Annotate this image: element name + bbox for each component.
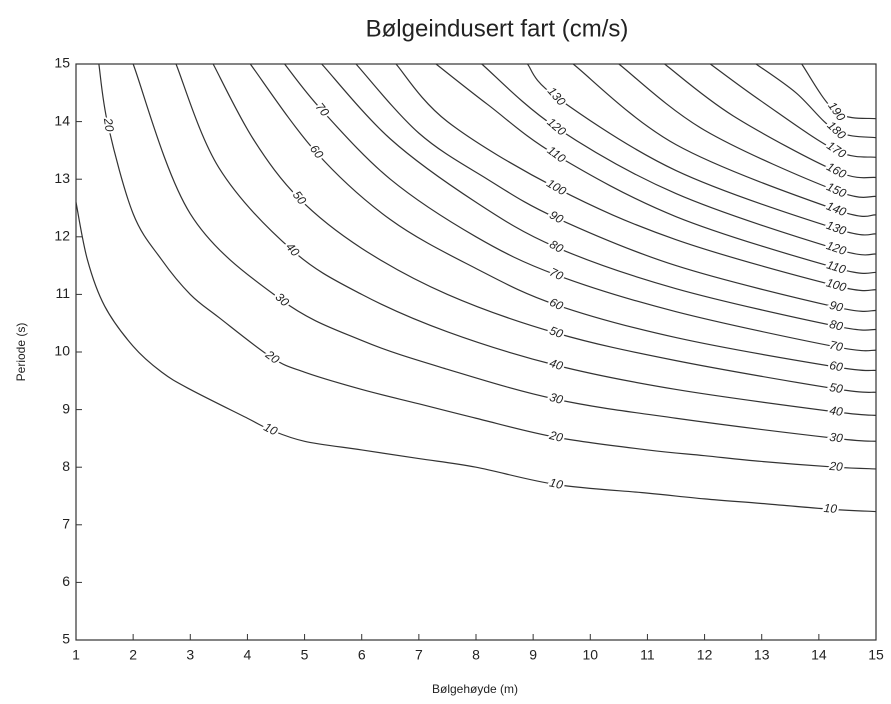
contour-label: 120 — [825, 238, 849, 258]
contour-line — [755, 63, 877, 139]
contour-line — [526, 63, 877, 236]
contour-line — [212, 63, 877, 393]
contour-label: 150 — [824, 179, 848, 200]
contour-label: 160 — [824, 159, 849, 181]
contour-label: 10 — [823, 501, 838, 516]
y-tick-label: 8 — [62, 458, 70, 474]
contour-label: 30 — [548, 390, 565, 407]
contour-line — [321, 63, 877, 331]
x-tick-label: 14 — [811, 647, 827, 663]
y-tick-label: 14 — [54, 112, 70, 128]
contour-line — [709, 63, 877, 158]
contour-label: 50 — [548, 323, 566, 341]
contour-label: 20 — [547, 428, 565, 445]
x-tick-label: 5 — [301, 647, 309, 663]
contour-line — [801, 63, 877, 120]
contour-label: 90 — [547, 208, 566, 227]
contour-label: 80 — [828, 317, 845, 334]
contour-line — [395, 63, 877, 292]
x-tick-label: 3 — [186, 647, 194, 663]
y-tick-label: 12 — [54, 228, 70, 244]
x-tick-label: 4 — [244, 647, 252, 663]
contour-line — [664, 63, 877, 179]
contour-label: 80 — [547, 237, 566, 256]
contour-label: 70 — [828, 338, 844, 355]
x-tick-label: 12 — [697, 647, 713, 663]
y-tick-label: 15 — [54, 55, 70, 71]
y-axis-label: Periode (s) — [14, 323, 28, 382]
contour-line — [175, 63, 877, 416]
contour-label: 50 — [828, 380, 844, 396]
chart-title: Bølgeindusert fart (cm/s) — [366, 15, 629, 42]
contour-label: 10 — [548, 475, 564, 492]
x-axis-label: Bølgehøyde (m) — [432, 682, 518, 696]
contour-label: 170 — [824, 138, 849, 161]
x-tick-label: 7 — [415, 647, 423, 663]
contour-label: 60 — [828, 358, 844, 374]
contour-label: 90 — [828, 298, 845, 315]
x-tick-label: 13 — [754, 647, 770, 663]
y-tick-label: 5 — [62, 631, 70, 647]
plot-frame — [75, 63, 877, 641]
y-tick-label: 6 — [62, 573, 70, 589]
x-tick-label: 15 — [868, 647, 884, 663]
contour-line — [572, 63, 877, 217]
contour-label: 110 — [825, 258, 848, 277]
contour-label: 190 — [825, 99, 848, 124]
contour-label: 130 — [824, 218, 848, 238]
contour-label: 70 — [547, 265, 565, 284]
contour-line — [98, 63, 877, 470]
contour-label: 20 — [101, 116, 117, 133]
y-tick-label: 11 — [55, 285, 70, 301]
contour-label: 130 — [545, 84, 569, 109]
contour-line — [75, 202, 877, 513]
contour-label: 40 — [548, 356, 565, 373]
x-tick-label: 10 — [582, 647, 598, 663]
x-tick-label: 2 — [129, 647, 137, 663]
contour-label: 100 — [825, 275, 848, 294]
contour-label: 100 — [544, 176, 569, 199]
contour-line — [249, 63, 877, 372]
contour-label: 110 — [545, 143, 569, 166]
contour-label: 30 — [829, 430, 844, 446]
x-tick-label: 6 — [358, 647, 366, 663]
y-tick-label: 10 — [54, 343, 70, 359]
y-tick-label: 9 — [62, 400, 70, 416]
contour-line — [435, 63, 877, 275]
y-tick-label: 7 — [62, 516, 70, 532]
contour-line — [355, 63, 877, 312]
contour-label: 20 — [828, 459, 844, 474]
x-tick-label: 1 — [72, 647, 80, 663]
contour-label: 20 — [262, 347, 282, 367]
contour-line — [132, 63, 877, 442]
contour-label: 40 — [829, 403, 844, 419]
contour-label: 60 — [547, 295, 565, 313]
x-tick-label: 9 — [529, 647, 537, 663]
contour-label: 120 — [544, 115, 569, 139]
contour-line — [284, 63, 877, 352]
y-tick-label: 13 — [54, 170, 70, 186]
x-tick-label: 11 — [640, 647, 655, 663]
x-tick-label: 8 — [472, 647, 480, 663]
contour-line — [481, 63, 877, 256]
contour-line — [618, 63, 877, 198]
contour-label: 140 — [824, 199, 848, 220]
contour-label: 30 — [273, 290, 293, 310]
contour-label: 10 — [262, 420, 281, 439]
